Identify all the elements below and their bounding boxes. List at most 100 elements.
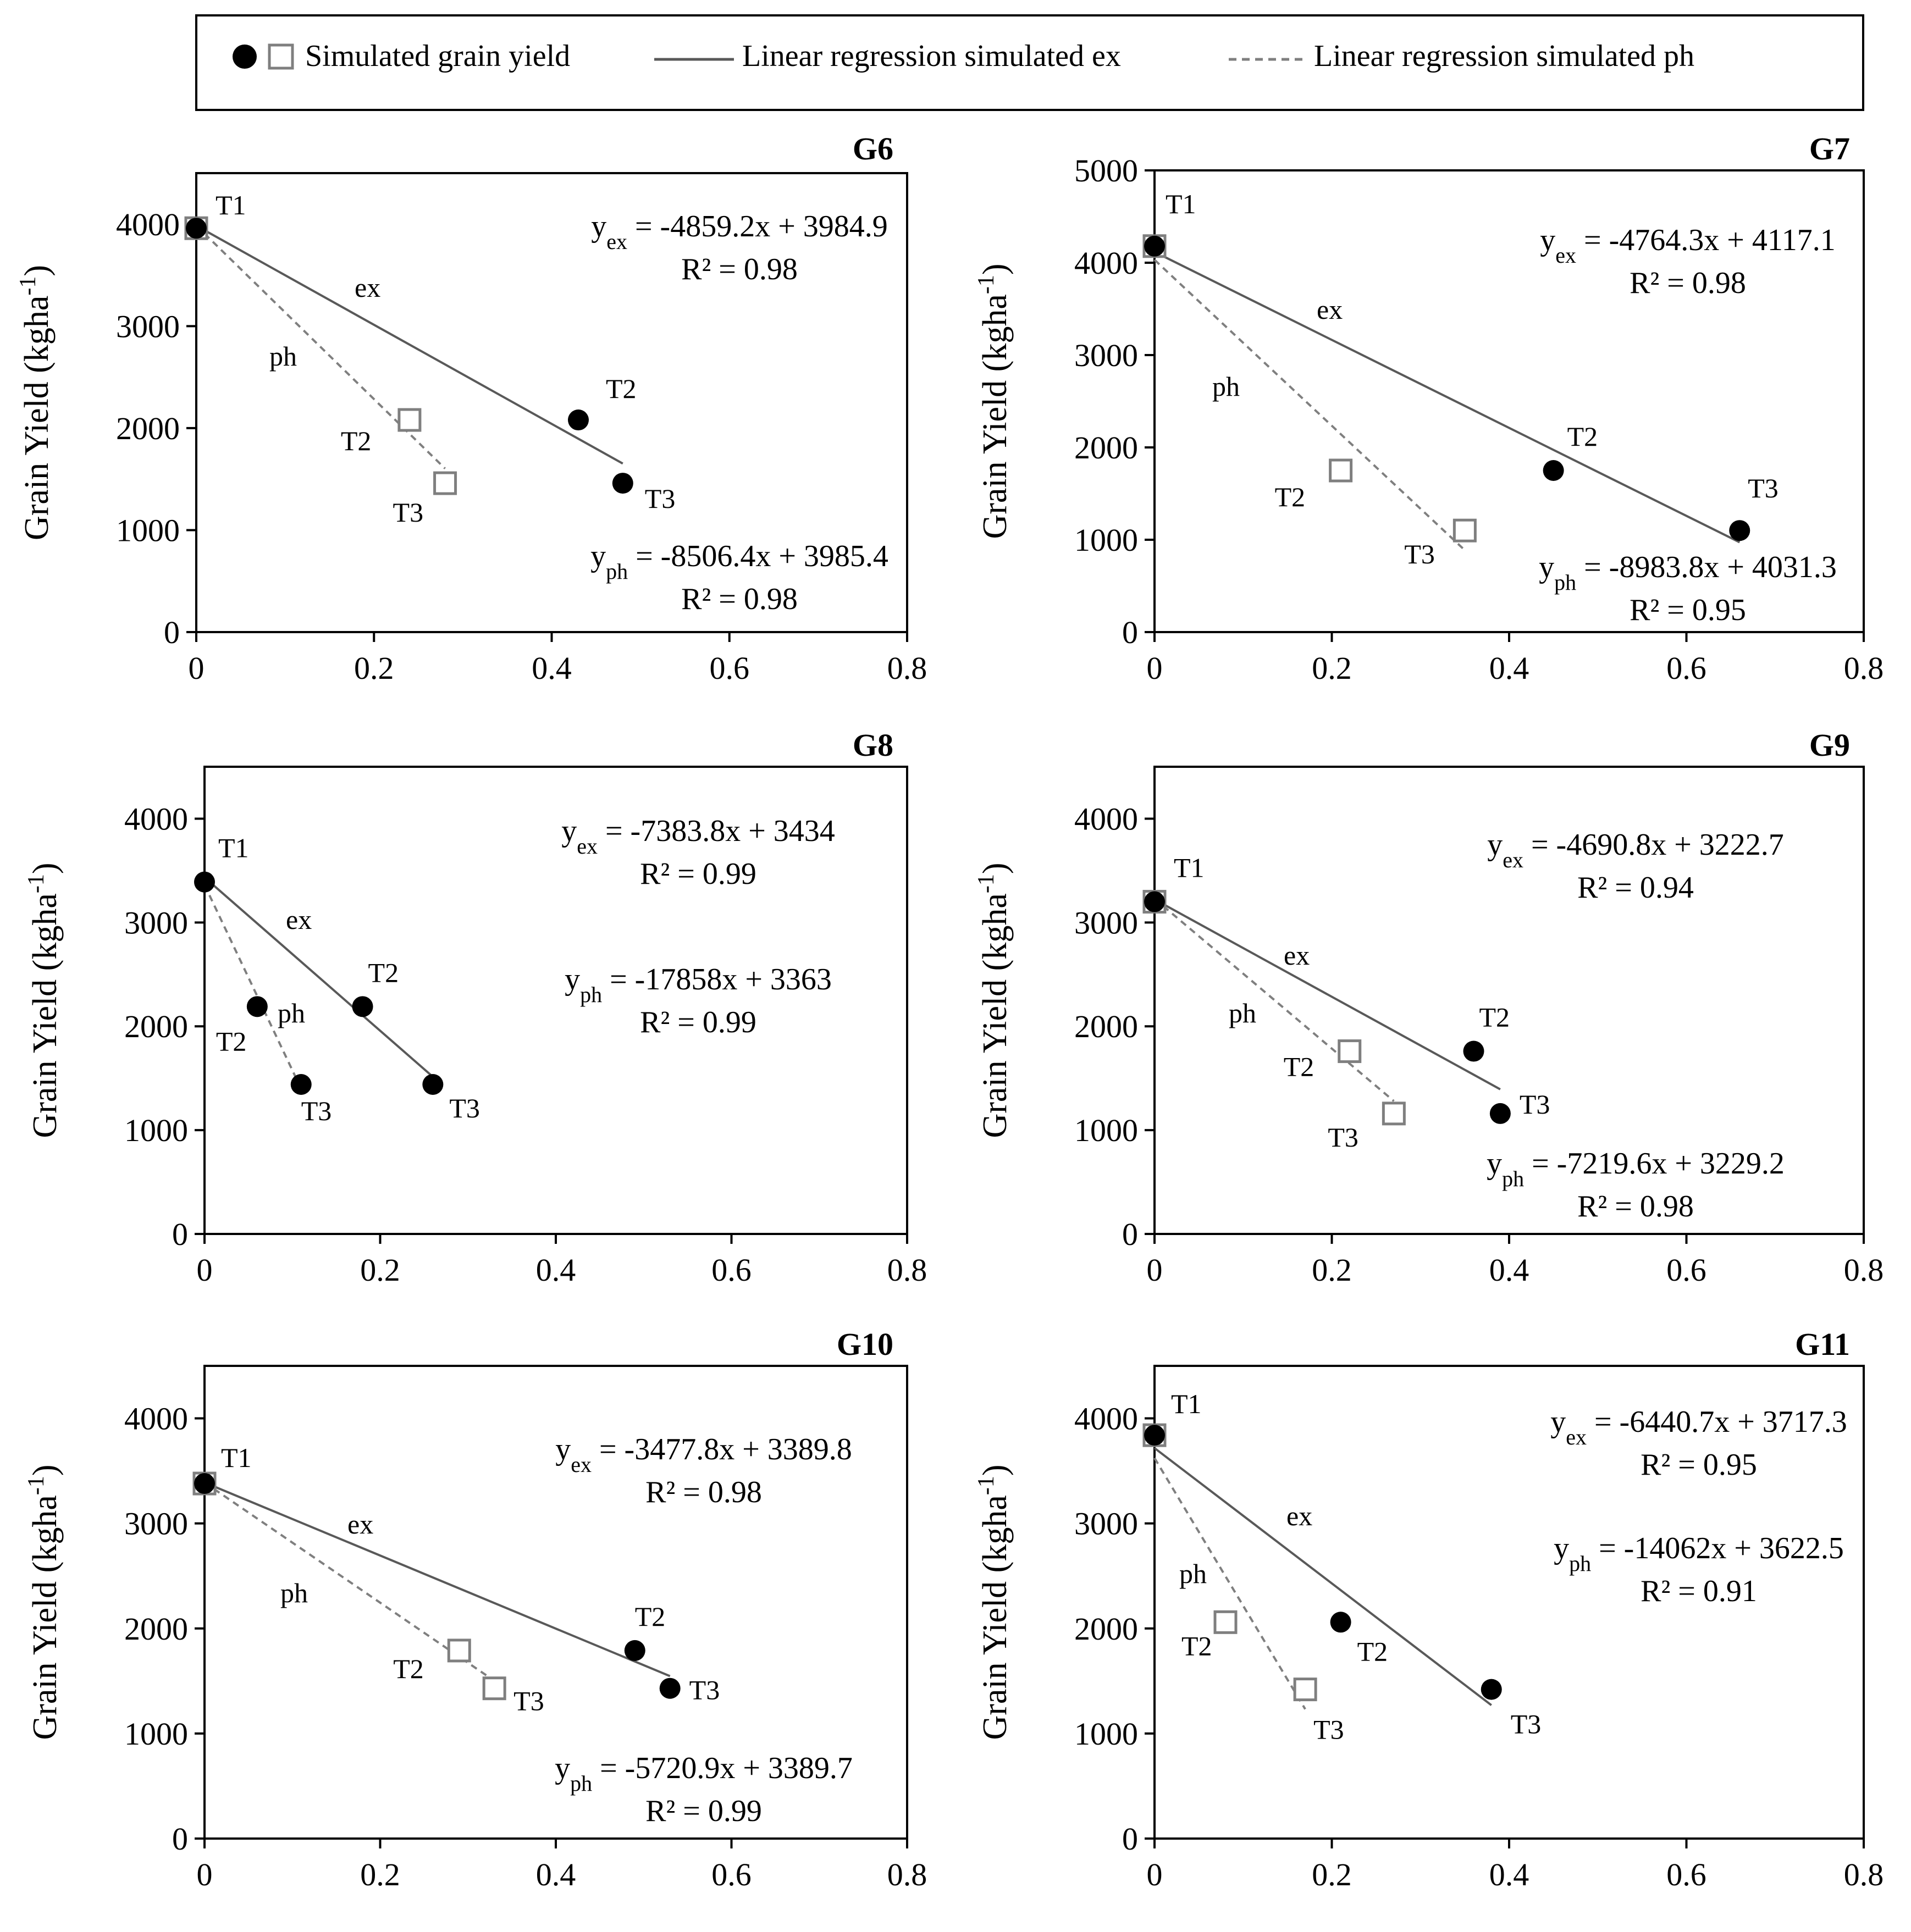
x-tick-label: 0.2 <box>360 1857 400 1892</box>
data-point-ex <box>352 996 373 1017</box>
x-tick-label: 0 <box>1147 650 1163 686</box>
point-label-ex: T1 <box>1174 852 1205 883</box>
y-tick-label: 2000 <box>116 411 180 446</box>
regression-line-ex <box>196 224 623 465</box>
equation-ph: yph = -8983.8x + 4031.3 <box>1539 550 1837 595</box>
regression-line-ph <box>203 884 302 1089</box>
y-tick-label: 4000 <box>1074 1401 1138 1437</box>
x-tick-label: 0.4 <box>1489 1857 1529 1892</box>
equation-ph-subscript: ph <box>570 1771 592 1796</box>
data-point-ph <box>1382 1101 1406 1126</box>
y-axis-label: Grain Yield (kgha-1) <box>24 862 64 1138</box>
panel-title: G7 <box>1809 131 1850 167</box>
y-tick-label: 5000 <box>1074 153 1138 189</box>
y-tick-label: 4000 <box>124 801 188 837</box>
y-axis-label-close: ) <box>26 862 64 874</box>
y-axis-label-exponent: -1 <box>974 275 999 294</box>
x-tick-label: 0 <box>197 1252 213 1288</box>
equation-ex-subscript: ex <box>1503 848 1523 872</box>
data-point-ph <box>1293 1678 1317 1702</box>
point-label-ex: T2 <box>635 1601 666 1632</box>
equation-ex: yex = -4764.3x + 4117.1 <box>1540 223 1836 268</box>
regression-line-ex <box>204 1481 671 1678</box>
y-tick-label: 3000 <box>1074 1506 1138 1542</box>
y-axis-label: Grain Yield (kgha-1) <box>24 1464 64 1740</box>
equation-ph-rest: = -5720.9x + 3389.7 <box>592 1751 853 1785</box>
panel-title: G8 <box>853 727 893 763</box>
equation-ph-rest: = -7219.6x + 3229.2 <box>1524 1147 1785 1181</box>
point-label-ph: T3 <box>1328 1122 1358 1153</box>
y-axis-label-exponent: -1 <box>974 874 999 893</box>
equation-ex-rest: = -3477.8x + 3389.8 <box>592 1432 852 1466</box>
y-tick-label: 0 <box>1122 1216 1138 1252</box>
y-tick-label: 0 <box>1122 1821 1138 1857</box>
point-label-ph: T2 <box>341 425 372 456</box>
r-squared-ph: R² = 0.98 <box>1577 1189 1694 1224</box>
legend-solid-marker <box>233 45 257 69</box>
y-axis-label-main: Grain Yield (kgha <box>26 893 64 1138</box>
y-tick-label: 2000 <box>1074 430 1138 466</box>
point-label-ex: T1 <box>221 1442 252 1473</box>
y-axis-label-exponent: -1 <box>974 1476 999 1495</box>
equation-ph-subscript: ph <box>1554 570 1576 595</box>
y-tick-label: 0 <box>1122 615 1138 650</box>
panel-title: G9 <box>1809 727 1850 763</box>
y-tick-label: 1000 <box>124 1716 188 1752</box>
point-label-ex: T1 <box>1166 189 1196 219</box>
point-label-ex: T2 <box>1357 1636 1388 1667</box>
x-tick-label: 0.2 <box>1312 1857 1352 1892</box>
point-label-ex: T3 <box>645 483 676 514</box>
equation-ph-y: y <box>1539 550 1554 584</box>
equation-ph: yph = -7219.6x + 3229.2 <box>1487 1147 1785 1191</box>
equation-ph-y: y <box>1554 1531 1569 1565</box>
data-point-ex <box>1489 1103 1511 1124</box>
x-tick-label: 0.6 <box>711 1252 752 1288</box>
x-tick-label: 0.4 <box>532 650 572 686</box>
equation-ph: yph = -17858x + 3363 <box>565 962 832 1007</box>
data-point-ex <box>1330 1612 1351 1633</box>
y-tick-label: 3000 <box>1074 337 1138 373</box>
point-label-ex: T1 <box>216 190 246 220</box>
data-point-ph <box>1338 1039 1362 1064</box>
y-axis-label-main: Grain Yield (kgha <box>26 1495 64 1740</box>
y-tick-label: 1000 <box>1074 1112 1138 1148</box>
r-squared-ex: R² = 0.98 <box>1630 266 1746 300</box>
x-tick-label: 0.6 <box>711 1857 752 1892</box>
x-tick-label: 0.8 <box>887 1252 927 1288</box>
data-point-ex <box>194 1473 215 1494</box>
equation-ph-rest: = -8506.4x + 3985.4 <box>628 539 888 573</box>
series-label-ph: ph <box>269 341 297 372</box>
equation-ex-subscript: ex <box>577 834 598 859</box>
y-tick-label: 4000 <box>124 1401 188 1437</box>
series-label-ex: ex <box>1317 294 1343 325</box>
y-axis-label-close: ) <box>976 862 1014 874</box>
r-squared-ph: R² = 0.95 <box>1630 593 1746 627</box>
point-label-ph: T3 <box>393 497 424 528</box>
regression-line-ph <box>1153 898 1395 1102</box>
data-point-ex <box>624 1640 645 1661</box>
equation-ex: yex = -7383.8x + 3434 <box>561 814 835 859</box>
x-tick-label: 0.8 <box>1844 1857 1884 1892</box>
equation-ph: yph = -5720.9x + 3389.7 <box>555 1751 853 1796</box>
equation-ex-subscript: ex <box>1566 1425 1587 1449</box>
y-tick-label: 2000 <box>124 1611 188 1647</box>
r-squared-ph: R² = 0.99 <box>645 1794 762 1828</box>
x-tick-label: 0 <box>189 650 205 686</box>
series-label-ex: ex <box>347 1509 373 1540</box>
data-point-ph <box>397 408 422 432</box>
point-label-ph: T2 <box>216 1026 247 1056</box>
panel-g9: G9 0 1000 2000 3000 4000 0 0.2 0.4 0.6 0.8 Grain Yi… <box>974 727 1884 1288</box>
data-point-ex <box>1144 891 1165 912</box>
point-label-ph: T3 <box>1313 1714 1344 1745</box>
series-label-ph: ph <box>1212 371 1240 402</box>
data-point-ph <box>1329 458 1353 483</box>
equation-ph-rest: = -17858x + 3363 <box>602 962 832 997</box>
data-point-ex <box>1729 520 1750 541</box>
r-squared-ex: R² = 0.94 <box>1577 871 1694 905</box>
equation-ph-y: y <box>565 962 580 997</box>
panel-title: G11 <box>1795 1326 1850 1362</box>
point-label-ex: T2 <box>368 957 399 988</box>
x-tick-label: 0.6 <box>1666 1857 1706 1892</box>
point-label-ph: T3 <box>513 1686 544 1717</box>
